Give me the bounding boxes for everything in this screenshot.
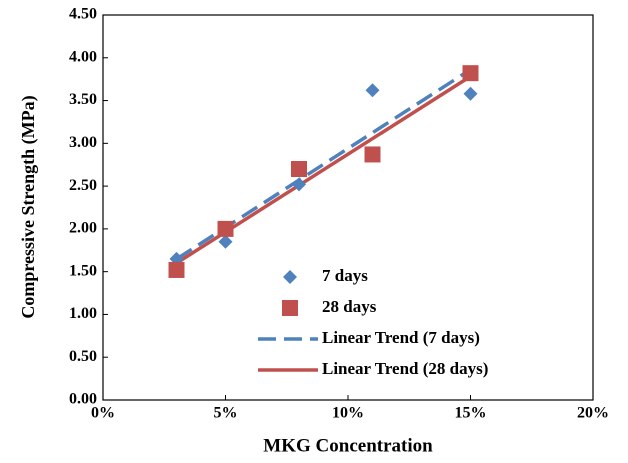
point [462,65,479,82]
y-tick-label: 1.00 [69,305,97,322]
x-tick-label: 0% [91,405,115,422]
point [292,177,306,192]
legend-label: Linear Trend (7 days) [322,328,480,347]
point [218,234,233,249]
y-tick-label: 4.50 [69,6,97,23]
x-tick-label: 20% [577,405,609,422]
y-axis-label: Compressive Strength (MPa) [18,95,39,318]
legend-label: 28 days [322,297,377,316]
x-tick-label: 10% [332,405,364,422]
y-tick-label: 3.00 [69,134,97,151]
y-tick-label: 2.50 [69,177,97,194]
y-tick-label: 4.00 [69,48,97,65]
point [463,86,478,101]
legend-marker [282,300,298,316]
y-tick-label: 0.00 [69,391,97,408]
point [364,146,381,163]
y-tick-label: 0.50 [69,348,97,365]
point [291,161,307,177]
legend-label: Linear Trend (28 days) [322,359,488,378]
y-tick-label: 3.50 [69,91,97,108]
legend-marker [283,270,297,284]
y-tick-label: 1.50 [69,262,97,279]
x-axis-label: MKG Concentration [263,435,433,456]
y-tick-label: 2.00 [69,220,97,237]
x-tick-label: 15% [455,405,487,422]
point [217,220,234,237]
legend-label: 7 days [322,266,368,285]
point [365,83,380,98]
x-tick-label: 5% [214,405,238,422]
point [168,261,185,278]
